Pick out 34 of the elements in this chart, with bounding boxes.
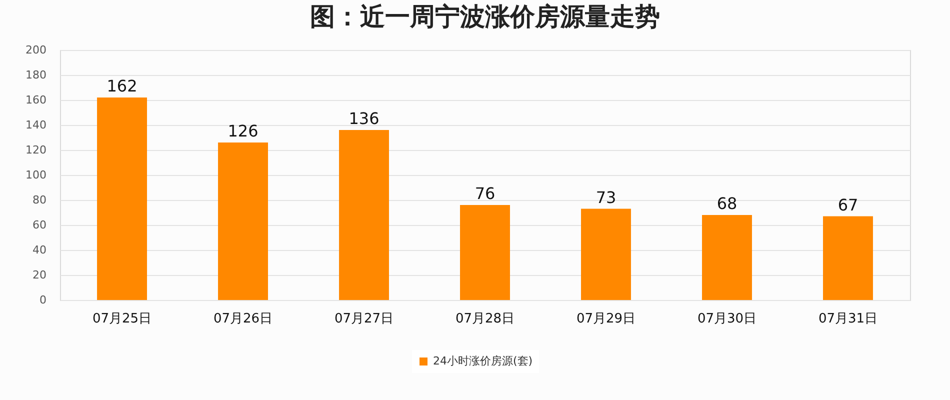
y-tick-label: 180 [26,68,46,82]
data-label: 76 [474,184,496,203]
legend-label: 24小时涨价房源(套) [433,354,533,368]
y-tick-label: 200 [26,44,46,56]
bar [823,216,873,300]
data-label: 73 [596,188,616,207]
bar [97,98,147,300]
bar [218,142,268,300]
x-tick-label: 07月26日 [213,312,273,326]
x-tick-label: 07月30日 [697,312,757,326]
y-tick-label: 120 [26,144,46,156]
y-tick-label: 0 [40,294,46,306]
bar [339,130,389,300]
bar [702,215,752,300]
data-label: 67 [838,195,858,214]
x-tick-label: 07月31日 [818,312,878,326]
y-tick-label: 40 [32,244,46,256]
y-tick-label: 60 [32,218,46,232]
y-tick-label: 20 [32,268,46,282]
x-tick-label: 07月25日 [92,312,152,326]
y-tick-label: 100 [26,168,46,182]
x-tick-label: 07月27日 [334,312,394,326]
data-label: 162 [106,76,138,96]
chart-title: 图：近一周宁波涨价房源量走势 [310,2,660,31]
bar [460,205,510,300]
y-tick-label: 80 [32,194,46,206]
y-tick-label: 140 [26,118,46,132]
bar [581,208,631,300]
data-label: 68 [716,194,738,213]
data-label: 126 [228,122,258,140]
x-tick-label: 07月28日 [455,312,515,326]
data-label: 136 [348,109,380,128]
x-tick-label: 07月29日 [576,312,636,326]
y-tick-label: 160 [26,94,46,106]
